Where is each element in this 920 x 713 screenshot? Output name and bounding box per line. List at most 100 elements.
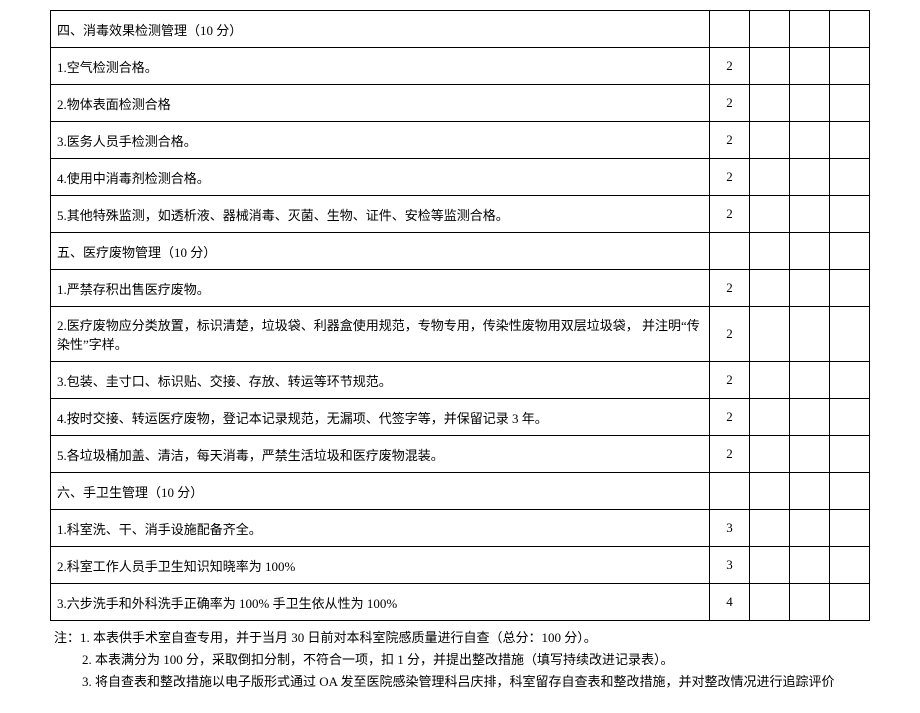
cell-desc: 4.按时交接、转运医疗废物，登记本记录规范，无漏项、代签字等，并保留记录 3 年… bbox=[51, 399, 710, 436]
cell-score bbox=[710, 473, 750, 510]
cell-blank bbox=[750, 11, 790, 48]
cell-blank bbox=[750, 122, 790, 159]
cell-score: 2 bbox=[710, 362, 750, 399]
cell-blank bbox=[830, 362, 870, 399]
cell-blank bbox=[830, 547, 870, 584]
cell-desc: 3.医务人员手检测合格。 bbox=[51, 122, 710, 159]
cell-blank bbox=[790, 11, 830, 48]
cell-desc: 四、消毒效果检测管理（10 分） bbox=[51, 11, 710, 48]
cell-score: 2 bbox=[710, 436, 750, 473]
cell-score: 2 bbox=[710, 85, 750, 122]
cell-blank bbox=[750, 307, 790, 362]
cell-desc: 3.包装、圭寸口、标识贴、交接、存放、转运等环节规范。 bbox=[51, 362, 710, 399]
cell-score: 2 bbox=[710, 48, 750, 85]
cell-blank bbox=[750, 270, 790, 307]
cell-blank bbox=[830, 584, 870, 621]
table-row: 4.使用中消毒剂检测合格。2 bbox=[51, 159, 870, 196]
cell-blank bbox=[830, 122, 870, 159]
cell-blank bbox=[790, 48, 830, 85]
cell-desc: 六、手卫生管理（10 分） bbox=[51, 473, 710, 510]
cell-blank bbox=[830, 85, 870, 122]
cell-blank bbox=[830, 307, 870, 362]
cell-blank bbox=[790, 307, 830, 362]
cell-blank bbox=[830, 399, 870, 436]
table-row: 五、医疗废物管理（10 分） bbox=[51, 233, 870, 270]
cell-score: 3 bbox=[710, 547, 750, 584]
table-row: 3.六步洗手和外科洗手正确率为 100% 手卫生依从性为 100%4 bbox=[51, 584, 870, 621]
cell-blank bbox=[830, 510, 870, 547]
table-row: 1.严禁存积出售医疗废物。2 bbox=[51, 270, 870, 307]
cell-desc: 3.六步洗手和外科洗手正确率为 100% 手卫生依从性为 100% bbox=[51, 584, 710, 621]
cell-blank bbox=[790, 547, 830, 584]
table-row: 3.包装、圭寸口、标识贴、交接、存放、转运等环节规范。2 bbox=[51, 362, 870, 399]
cell-score: 2 bbox=[710, 159, 750, 196]
cell-desc: 1.空气检测合格。 bbox=[51, 48, 710, 85]
cell-desc: 5.其他特殊监测，如透析液、器械消毒、灭菌、生物、证件、安检等监测合格。 bbox=[51, 196, 710, 233]
cell-blank bbox=[790, 584, 830, 621]
cell-blank bbox=[750, 399, 790, 436]
table-row: 3.医务人员手检测合格。2 bbox=[51, 122, 870, 159]
table-row: 2.物体表面检测合格2 bbox=[51, 85, 870, 122]
cell-score bbox=[710, 11, 750, 48]
cell-desc: 1.严禁存积出售医疗废物。 bbox=[51, 270, 710, 307]
cell-blank bbox=[830, 159, 870, 196]
cell-blank bbox=[750, 436, 790, 473]
cell-blank bbox=[790, 510, 830, 547]
table-body: 四、消毒效果检测管理（10 分） 1.空气检测合格。2 2.物体表面检测合格2 … bbox=[51, 11, 870, 621]
cell-blank bbox=[790, 436, 830, 473]
cell-score: 3 bbox=[710, 510, 750, 547]
cell-blank bbox=[830, 233, 870, 270]
cell-desc: 5.各垃圾桶加盖、清洁，每天消毒，严禁生活垃圾和医疗废物混装。 bbox=[51, 436, 710, 473]
cell-score: 2 bbox=[710, 399, 750, 436]
cell-desc: 2.物体表面检测合格 bbox=[51, 85, 710, 122]
cell-blank bbox=[830, 436, 870, 473]
cell-blank bbox=[790, 362, 830, 399]
cell-score bbox=[710, 233, 750, 270]
cell-desc: 1.科室洗、干、消手设施配备齐全。 bbox=[51, 510, 710, 547]
table-row: 2.科室工作人员手卫生知识知晓率为 100%3 bbox=[51, 547, 870, 584]
cell-blank bbox=[790, 122, 830, 159]
cell-desc: 2.科室工作人员手卫生知识知晓率为 100% bbox=[51, 547, 710, 584]
note-line-1: 注：1. 本表供手术室自查专用，并于当月 30 日前对本科室院感质量进行自查（总… bbox=[54, 627, 870, 649]
cell-blank bbox=[830, 196, 870, 233]
cell-blank bbox=[790, 270, 830, 307]
cell-blank bbox=[790, 233, 830, 270]
table-row: 5.各垃圾桶加盖、清洁，每天消毒，严禁生活垃圾和医疗废物混装。2 bbox=[51, 436, 870, 473]
cell-blank bbox=[830, 11, 870, 48]
table-row: 1.空气检测合格。2 bbox=[51, 48, 870, 85]
table-row: 4.按时交接、转运医疗废物，登记本记录规范，无漏项、代签字等，并保留记录 3 年… bbox=[51, 399, 870, 436]
cell-blank bbox=[750, 233, 790, 270]
table-row: 5.其他特殊监测，如透析液、器械消毒、灭菌、生物、证件、安检等监测合格。2 bbox=[51, 196, 870, 233]
table-row: 四、消毒效果检测管理（10 分） bbox=[51, 11, 870, 48]
cell-blank bbox=[830, 270, 870, 307]
table-row: 2.医疗废物应分类放置，标识清楚，垃圾袋、利器盒使用规范，专物专用，传染性废物用… bbox=[51, 307, 870, 362]
cell-blank bbox=[790, 159, 830, 196]
cell-desc: 4.使用中消毒剂检测合格。 bbox=[51, 159, 710, 196]
cell-score: 2 bbox=[710, 196, 750, 233]
table-row: 1.科室洗、干、消手设施配备齐全。3 bbox=[51, 510, 870, 547]
cell-blank bbox=[790, 399, 830, 436]
cell-blank bbox=[790, 196, 830, 233]
cell-desc: 五、医疗废物管理（10 分） bbox=[51, 233, 710, 270]
cell-blank bbox=[830, 48, 870, 85]
cell-blank bbox=[830, 473, 870, 510]
cell-blank bbox=[750, 85, 790, 122]
cell-blank bbox=[750, 473, 790, 510]
cell-blank bbox=[750, 547, 790, 584]
cell-score: 2 bbox=[710, 270, 750, 307]
cell-blank bbox=[750, 584, 790, 621]
cell-score: 2 bbox=[710, 307, 750, 362]
cell-score: 4 bbox=[710, 584, 750, 621]
cell-blank bbox=[750, 362, 790, 399]
cell-blank bbox=[750, 48, 790, 85]
note-line-2: 2. 本表满分为 100 分，采取倒扣分制，不符合一项，扣 1 分，并提出整改措… bbox=[54, 649, 870, 671]
inspection-table: 四、消毒效果检测管理（10 分） 1.空气检测合格。2 2.物体表面检测合格2 … bbox=[50, 10, 870, 621]
note-line-3: 3. 将自查表和整改措施以电子版形式通过 OA 发至医院感染管理科吕庆排，科室留… bbox=[54, 671, 870, 693]
notes-section: 注：1. 本表供手术室自查专用，并于当月 30 日前对本科室院感质量进行自查（总… bbox=[50, 627, 870, 693]
cell-blank bbox=[750, 159, 790, 196]
cell-blank bbox=[750, 196, 790, 233]
table-row: 六、手卫生管理（10 分） bbox=[51, 473, 870, 510]
cell-blank bbox=[750, 510, 790, 547]
cell-blank bbox=[790, 85, 830, 122]
cell-desc: 2.医疗废物应分类放置，标识清楚，垃圾袋、利器盒使用规范，专物专用，传染性废物用… bbox=[51, 307, 710, 362]
